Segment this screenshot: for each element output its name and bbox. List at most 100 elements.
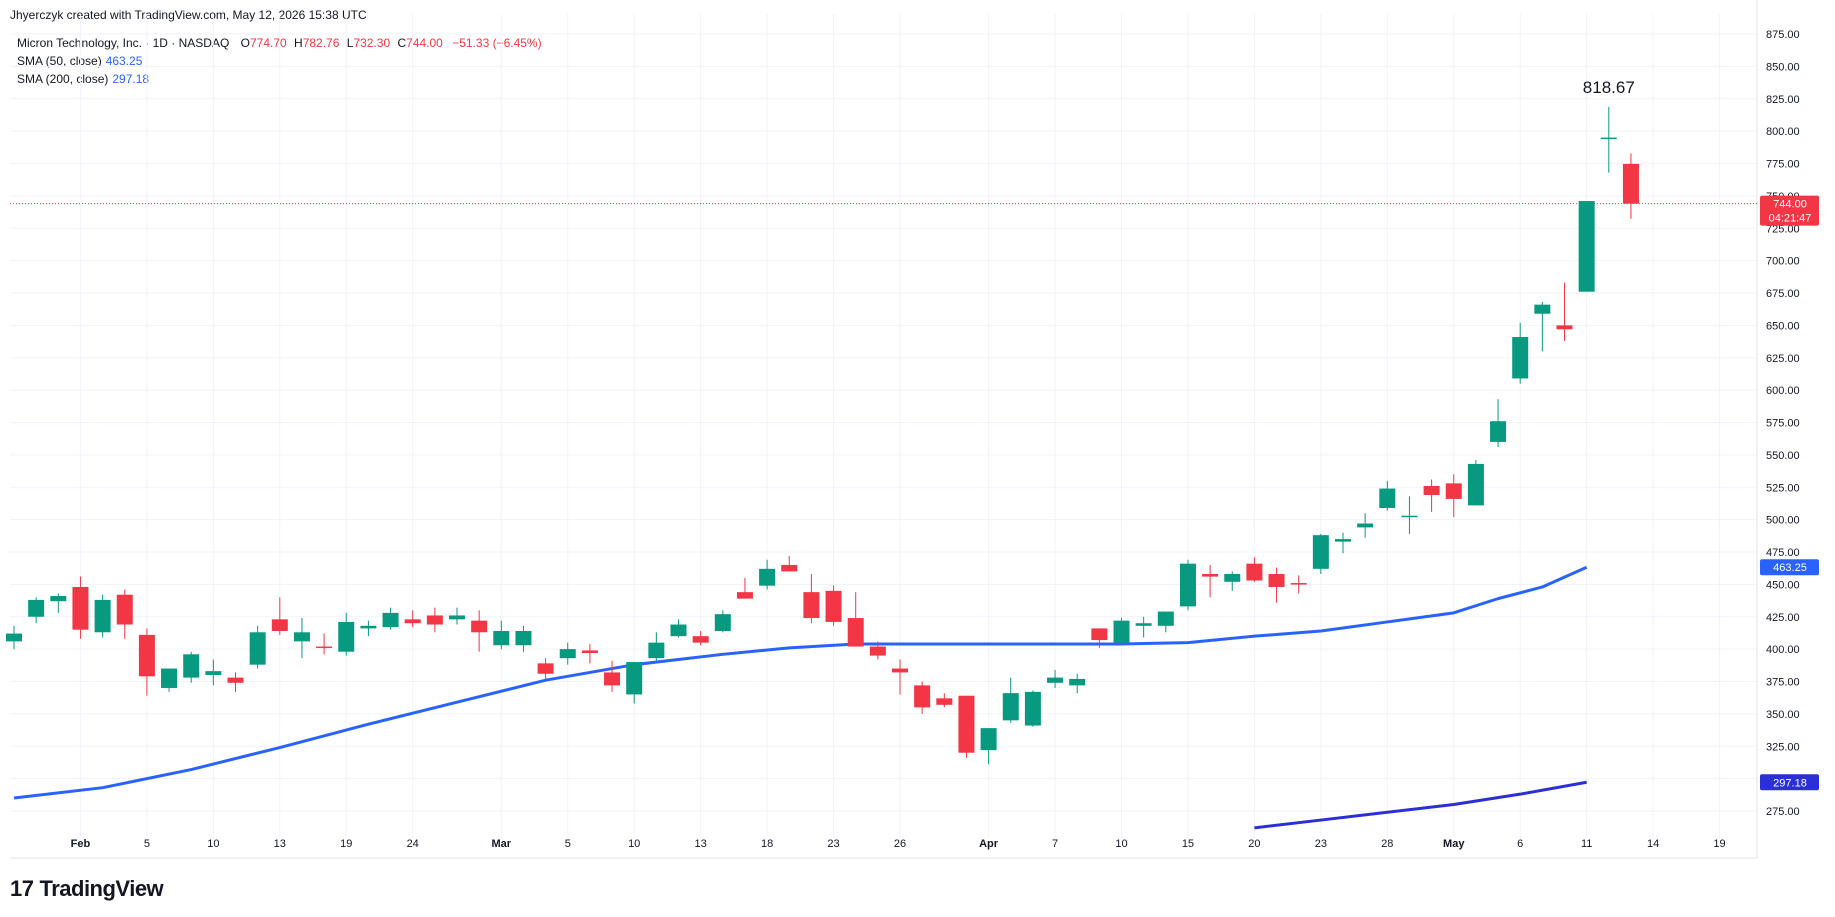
- y-tick-label: 850.00: [1766, 61, 1800, 73]
- candle-body: [1445, 483, 1462, 499]
- candle-body: [781, 564, 798, 572]
- sma200-label: SMA (200, close): [17, 72, 109, 86]
- sma200-tag: [1760, 774, 1819, 791]
- candle-body: [670, 624, 687, 637]
- candle-body: [138, 634, 155, 677]
- y-tick-label: 800.00: [1766, 126, 1800, 138]
- candle-body: [825, 590, 842, 622]
- x-tick-label: Mar: [492, 838, 512, 850]
- y-tick-label: 650.00: [1766, 320, 1800, 332]
- attribution-text: Jhyerczyk created with TradingView.com, …: [10, 8, 367, 22]
- y-tick-label: 475.00: [1766, 547, 1800, 559]
- candle-body: [493, 630, 510, 646]
- candle-body: [271, 619, 288, 631]
- candle-body: [1268, 574, 1285, 587]
- x-tick-label: 14: [1647, 838, 1659, 850]
- candle-body: [471, 620, 488, 633]
- high-annotation: 818.67: [1583, 78, 1635, 97]
- high-label: H: [294, 36, 303, 50]
- candle-body: [72, 586, 89, 630]
- x-tick-label: May: [1443, 838, 1465, 850]
- high-value: 782.76: [302, 36, 340, 50]
- y-tick-label: 550.00: [1766, 450, 1800, 462]
- candle-body: [892, 668, 908, 673]
- candle-body: [183, 654, 200, 678]
- x-tick-label: 13: [695, 838, 707, 850]
- x-tick-label: 10: [207, 838, 219, 850]
- y-tick-label: 575.00: [1766, 418, 1800, 430]
- y-tick-label: 275.00: [1766, 806, 1800, 818]
- x-tick-label: 7: [1052, 838, 1058, 850]
- candle-body: [94, 599, 111, 633]
- y-tick-label: 350.00: [1766, 709, 1800, 721]
- candle-body: [50, 596, 67, 602]
- candle-body: [581, 650, 598, 654]
- y-tick-label: 325.00: [1766, 741, 1800, 753]
- candle-body: [847, 618, 864, 647]
- x-tick-label: 28: [1381, 838, 1393, 850]
- candle-body: [559, 649, 576, 659]
- legend-sma200-row[interactable]: SMA (200, close) 297.18: [17, 70, 542, 88]
- candle-body: [604, 672, 621, 686]
- candle-body: [958, 695, 975, 753]
- x-tick-label: 19: [1713, 838, 1725, 850]
- candle-body: [980, 728, 997, 751]
- candle-body: [914, 685, 931, 708]
- x-tick-label: 5: [565, 838, 571, 850]
- candle-body: [936, 698, 953, 705]
- x-tick-label: 20: [1248, 838, 1260, 850]
- candle-body: [803, 592, 820, 619]
- candle-body: [1512, 337, 1529, 379]
- y-tick-label: 775.00: [1766, 159, 1800, 171]
- candle-body: [449, 615, 465, 620]
- tradingview-brand[interactable]: 17 TradingView: [10, 876, 164, 902]
- y-tick-label: 600.00: [1766, 385, 1800, 397]
- candle-body: [1246, 563, 1263, 581]
- tradingview-logo-icon: 17: [10, 876, 34, 901]
- y-tick-label: 500.00: [1766, 515, 1800, 527]
- candle-body: [28, 599, 45, 617]
- y-tick-label: 725.00: [1766, 223, 1800, 235]
- x-tick-label: 23: [827, 838, 839, 850]
- candle-body: [1578, 201, 1595, 292]
- candle-body: [1490, 421, 1507, 442]
- candle-body: [1047, 677, 1064, 683]
- x-tick-label: 19: [340, 838, 352, 850]
- candle-body: [1113, 620, 1130, 643]
- candle-body: [692, 636, 709, 643]
- candle-body: [1224, 574, 1241, 582]
- x-tick-label: 23: [1315, 838, 1327, 850]
- y-tick-label: 875.00: [1766, 29, 1800, 41]
- candle-body: [227, 677, 244, 683]
- candle-body: [1135, 623, 1152, 626]
- candle-body: [1401, 515, 1418, 518]
- x-tick-label: 13: [274, 838, 286, 850]
- sma50-tag-text: 463.25: [1773, 562, 1807, 574]
- legend-symbol-row[interactable]: Micron Technology, Inc. · 1D · NASDAQ O7…: [17, 34, 542, 52]
- open-label: O: [240, 36, 250, 50]
- x-tick-label: 15: [1182, 838, 1194, 850]
- y-tick-label: 675.00: [1766, 288, 1800, 300]
- y-tick-label: 400.00: [1766, 644, 1800, 656]
- x-tick-label: 10: [1115, 838, 1127, 850]
- candle-body: [116, 594, 133, 625]
- last-price-tag: [1760, 195, 1819, 226]
- candle-body: [249, 632, 266, 665]
- y-tick-label: 425.00: [1766, 612, 1800, 624]
- candle-body: [515, 630, 532, 646]
- x-tick-label: 6: [1517, 838, 1523, 850]
- sma50-value: 463.25: [105, 54, 143, 68]
- x-tick-label: 26: [894, 838, 906, 850]
- close-value: 744.00: [406, 36, 443, 50]
- x-tick-label: Apr: [979, 838, 999, 850]
- candle-body: [360, 625, 377, 629]
- candle-body: [382, 612, 399, 628]
- candle-body: [1335, 539, 1351, 542]
- sma200-tag-text: 297.18: [1773, 777, 1807, 789]
- candle-body: [648, 642, 665, 659]
- change-value: −51.33 (−6.45%): [452, 36, 542, 50]
- x-tick-label: 18: [761, 838, 773, 850]
- open-value: 774.70: [249, 36, 287, 50]
- candle-body: [1534, 304, 1551, 314]
